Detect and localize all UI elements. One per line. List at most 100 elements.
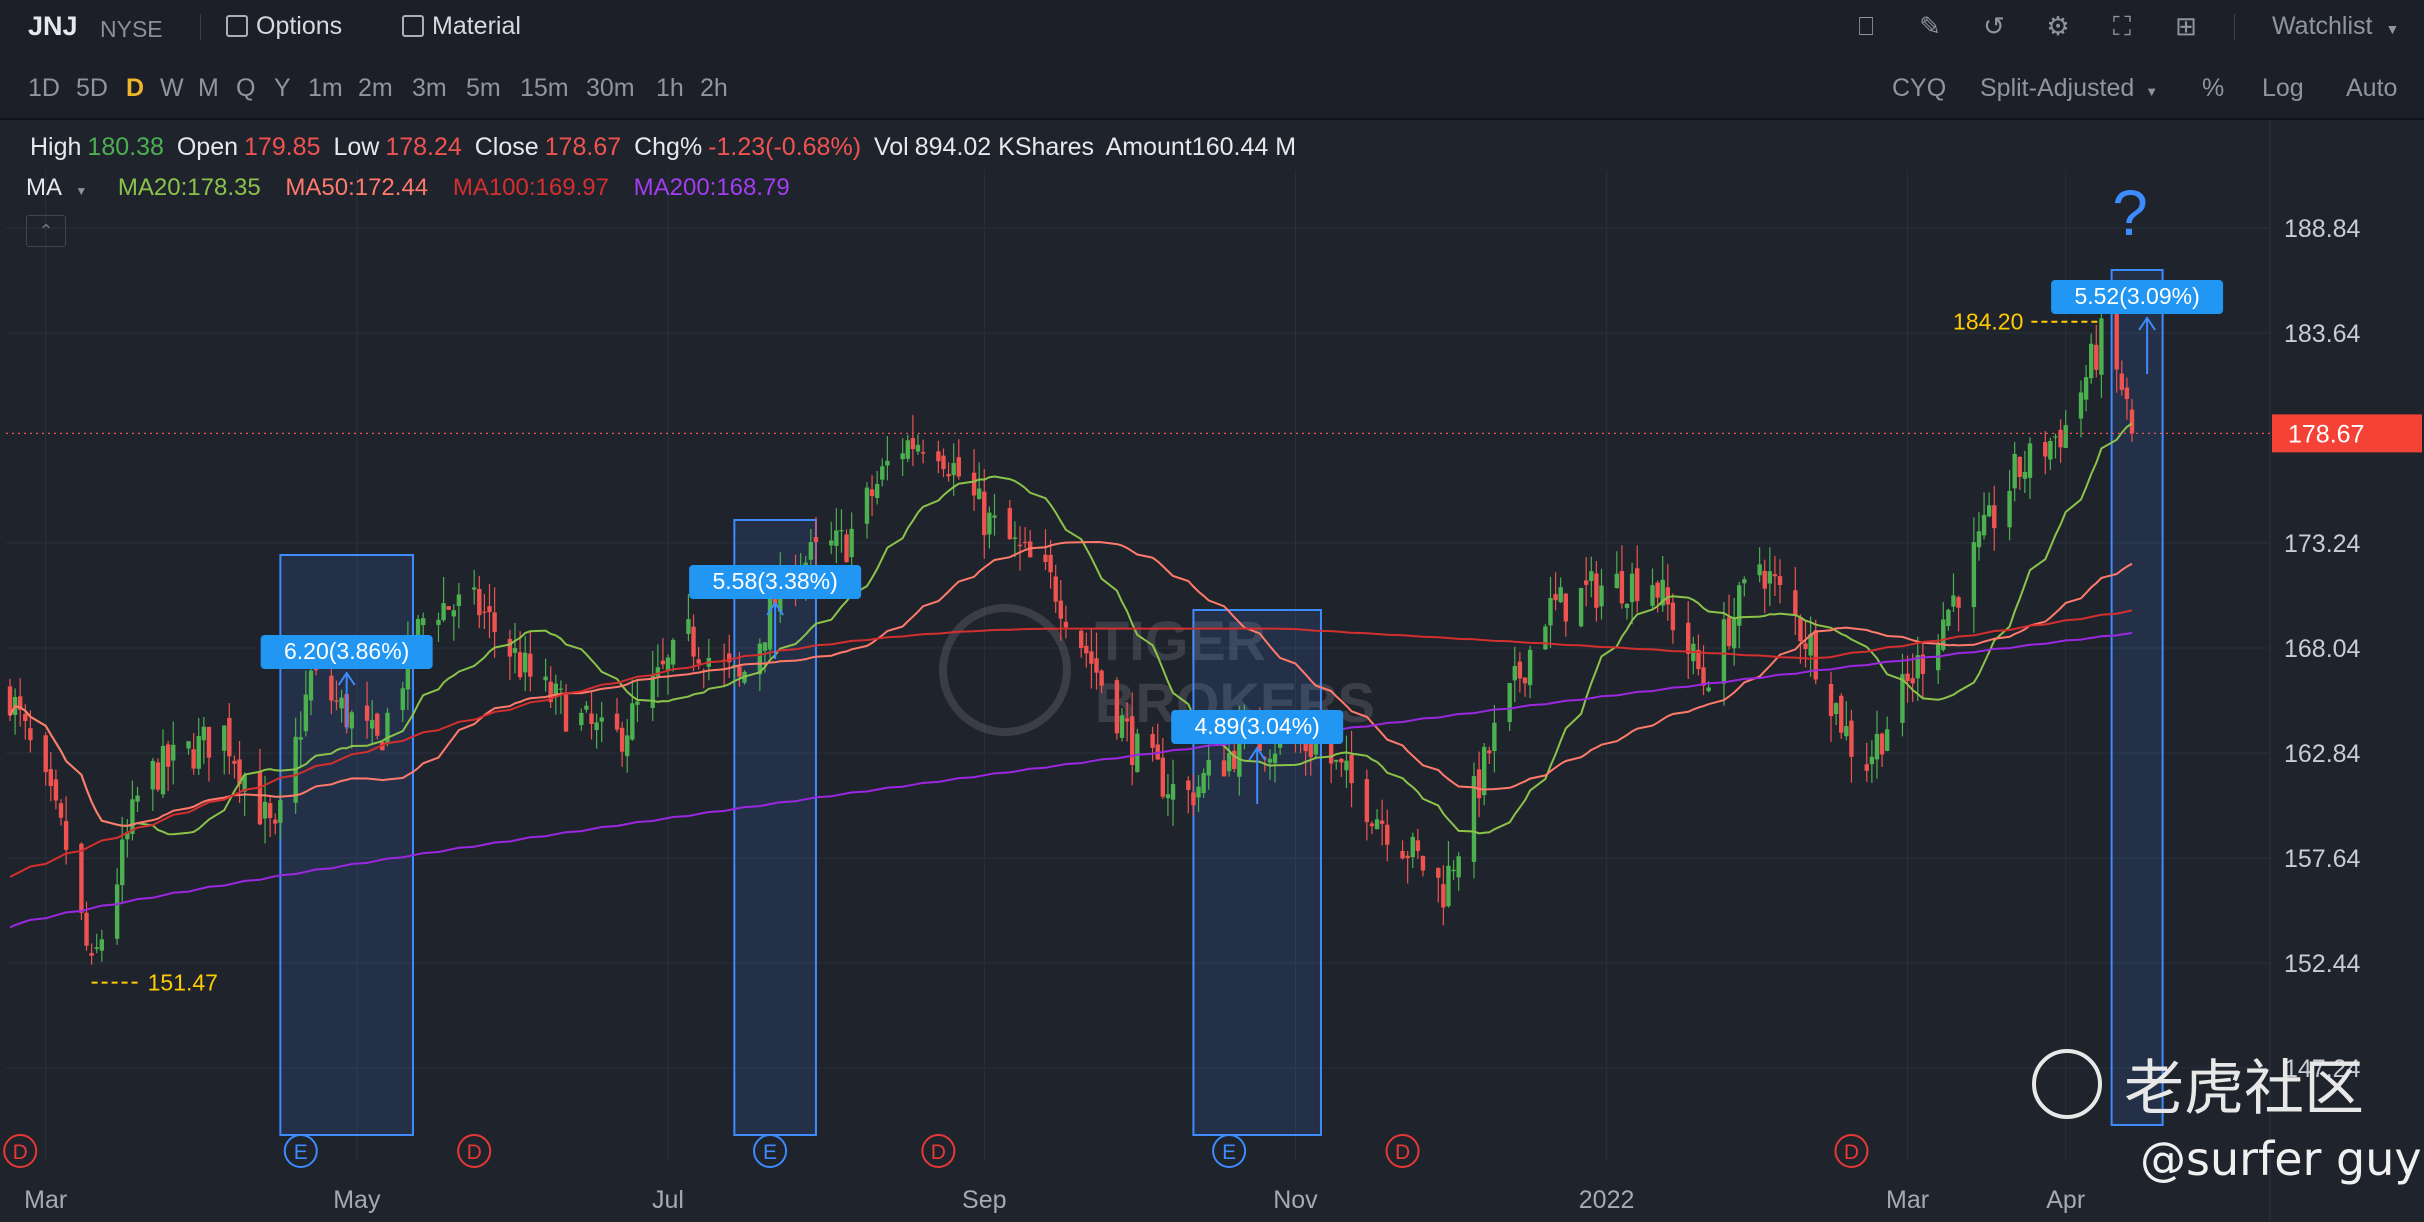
candle [1507,682,1512,732]
timeframe-m[interactable]: M [198,74,219,102]
timeframe-1d[interactable]: 1D [28,74,60,102]
timeframe-1h[interactable]: 1h [656,74,684,102]
candle [2017,456,2022,491]
timeframe-2h[interactable]: 2h [700,74,728,102]
timeframe-3m[interactable]: 3m [412,74,447,102]
candle-body [206,726,212,758]
candle [2043,431,2048,475]
candle [1849,709,1854,783]
candle-body [1196,786,1201,798]
date-tick-label: 2022 [1579,1186,1635,1214]
up-arrow-icon [2138,316,2156,331]
percent-button[interactable]: % [2202,74,2225,102]
timeframe-q[interactable]: Q [236,74,256,102]
price-tick-label: 147.24 [2284,1055,2361,1083]
watchlist-button[interactable]: Watchlist ▼ [2272,12,2399,43]
candle-body [2078,392,2084,419]
auto-button[interactable]: Auto [2346,74,2398,102]
candle [155,758,161,792]
candle-body [339,697,344,709]
timeframe-w[interactable]: W [160,74,184,102]
date-tick-label: Mar [24,1186,67,1214]
timeframe-30m[interactable]: 30m [586,74,635,102]
candle [1405,850,1410,884]
candle [1772,556,1778,596]
candle-body [1308,743,1313,757]
candle-body [1481,746,1487,796]
candle-body [594,722,599,730]
layout-grid-icon[interactable]: ⊞ [2175,11,2197,41]
fullscreen-icon[interactable]: ⛶ [2112,11,2132,41]
candle-body [1124,718,1130,722]
timeframe-1m[interactable]: 1m [308,74,343,102]
timeframe-5d[interactable]: 5D [76,74,108,102]
chg-value: -1.23(-0.68%) [708,133,862,161]
timeframe-y[interactable]: Y [274,74,291,102]
reset-icon[interactable]: ↺ [1983,11,2005,41]
timeframe-5m[interactable]: 5m [466,74,501,102]
candle-body [1237,729,1242,777]
candle [1793,567,1798,636]
candle-body [920,452,926,454]
candle [451,604,456,641]
low-value: 178.24 [385,133,462,161]
material-button[interactable]: Material [402,12,521,40]
candle [869,475,875,516]
candle [1058,580,1063,641]
candle-body [1900,674,1905,723]
candle [1665,563,1671,621]
candle-body [1650,585,1655,606]
options-button[interactable]: Options [226,12,342,40]
log-button[interactable]: Log [2262,74,2304,102]
candle [1349,730,1354,808]
candle-body [1558,587,1563,603]
candle [1624,602,1630,620]
candle [1007,500,1012,540]
settings-gear-icon[interactable]: ⚙ [2046,11,2070,41]
event-marker-circle [3,1134,38,1168]
candle-body [1849,720,1854,757]
collapse-legend-button[interactable]: ⌃ [26,215,66,247]
candle [1456,852,1461,891]
candle-body [1767,571,1773,584]
candle [864,482,870,539]
candle-body [1130,716,1135,766]
indicator-chart-icon[interactable]: ⎕ [1858,11,1874,41]
candle [206,726,212,782]
candle [1476,751,1482,818]
earnings-move-label: 4.89(3.04%) [1171,710,1344,804]
ma-dropdown[interactable]: MA ▼ [26,174,94,201]
ticker-symbol[interactable]: JNJ [28,11,78,41]
candle-body [874,484,880,499]
candle-body [1777,576,1783,586]
candle-body [829,540,834,546]
timeframe-2m[interactable]: 2m [358,74,393,102]
candle-body [1400,850,1405,859]
candle [1951,573,1956,613]
candle-body [1344,760,1349,771]
candle-body [1594,573,1599,608]
candle-body [834,530,839,546]
candle-body [2007,491,2012,528]
draw-pen-icon[interactable]: ✎ [1919,11,1941,41]
candle [1833,702,1839,726]
candle [2119,360,2124,396]
timeframe-d[interactable]: D [126,74,145,102]
candle-body [1053,576,1058,602]
candle-body [1701,667,1706,686]
candle-body [1946,609,1951,626]
candle-body [614,713,620,730]
candle [160,729,166,799]
candle-body [1135,733,1140,772]
candle-body [451,610,456,617]
candle [1874,710,1880,779]
timeframe-15m[interactable]: 15m [520,74,569,102]
candle-body [971,472,977,496]
event-marker-circle [921,1134,956,1168]
candle [1971,517,1977,633]
candle-body [1436,868,1441,878]
candle-body [257,772,263,825]
adjust-dropdown[interactable]: Split-Adjusted ▼ [1980,74,2158,103]
cyq-button[interactable]: CYQ [1892,74,1947,102]
